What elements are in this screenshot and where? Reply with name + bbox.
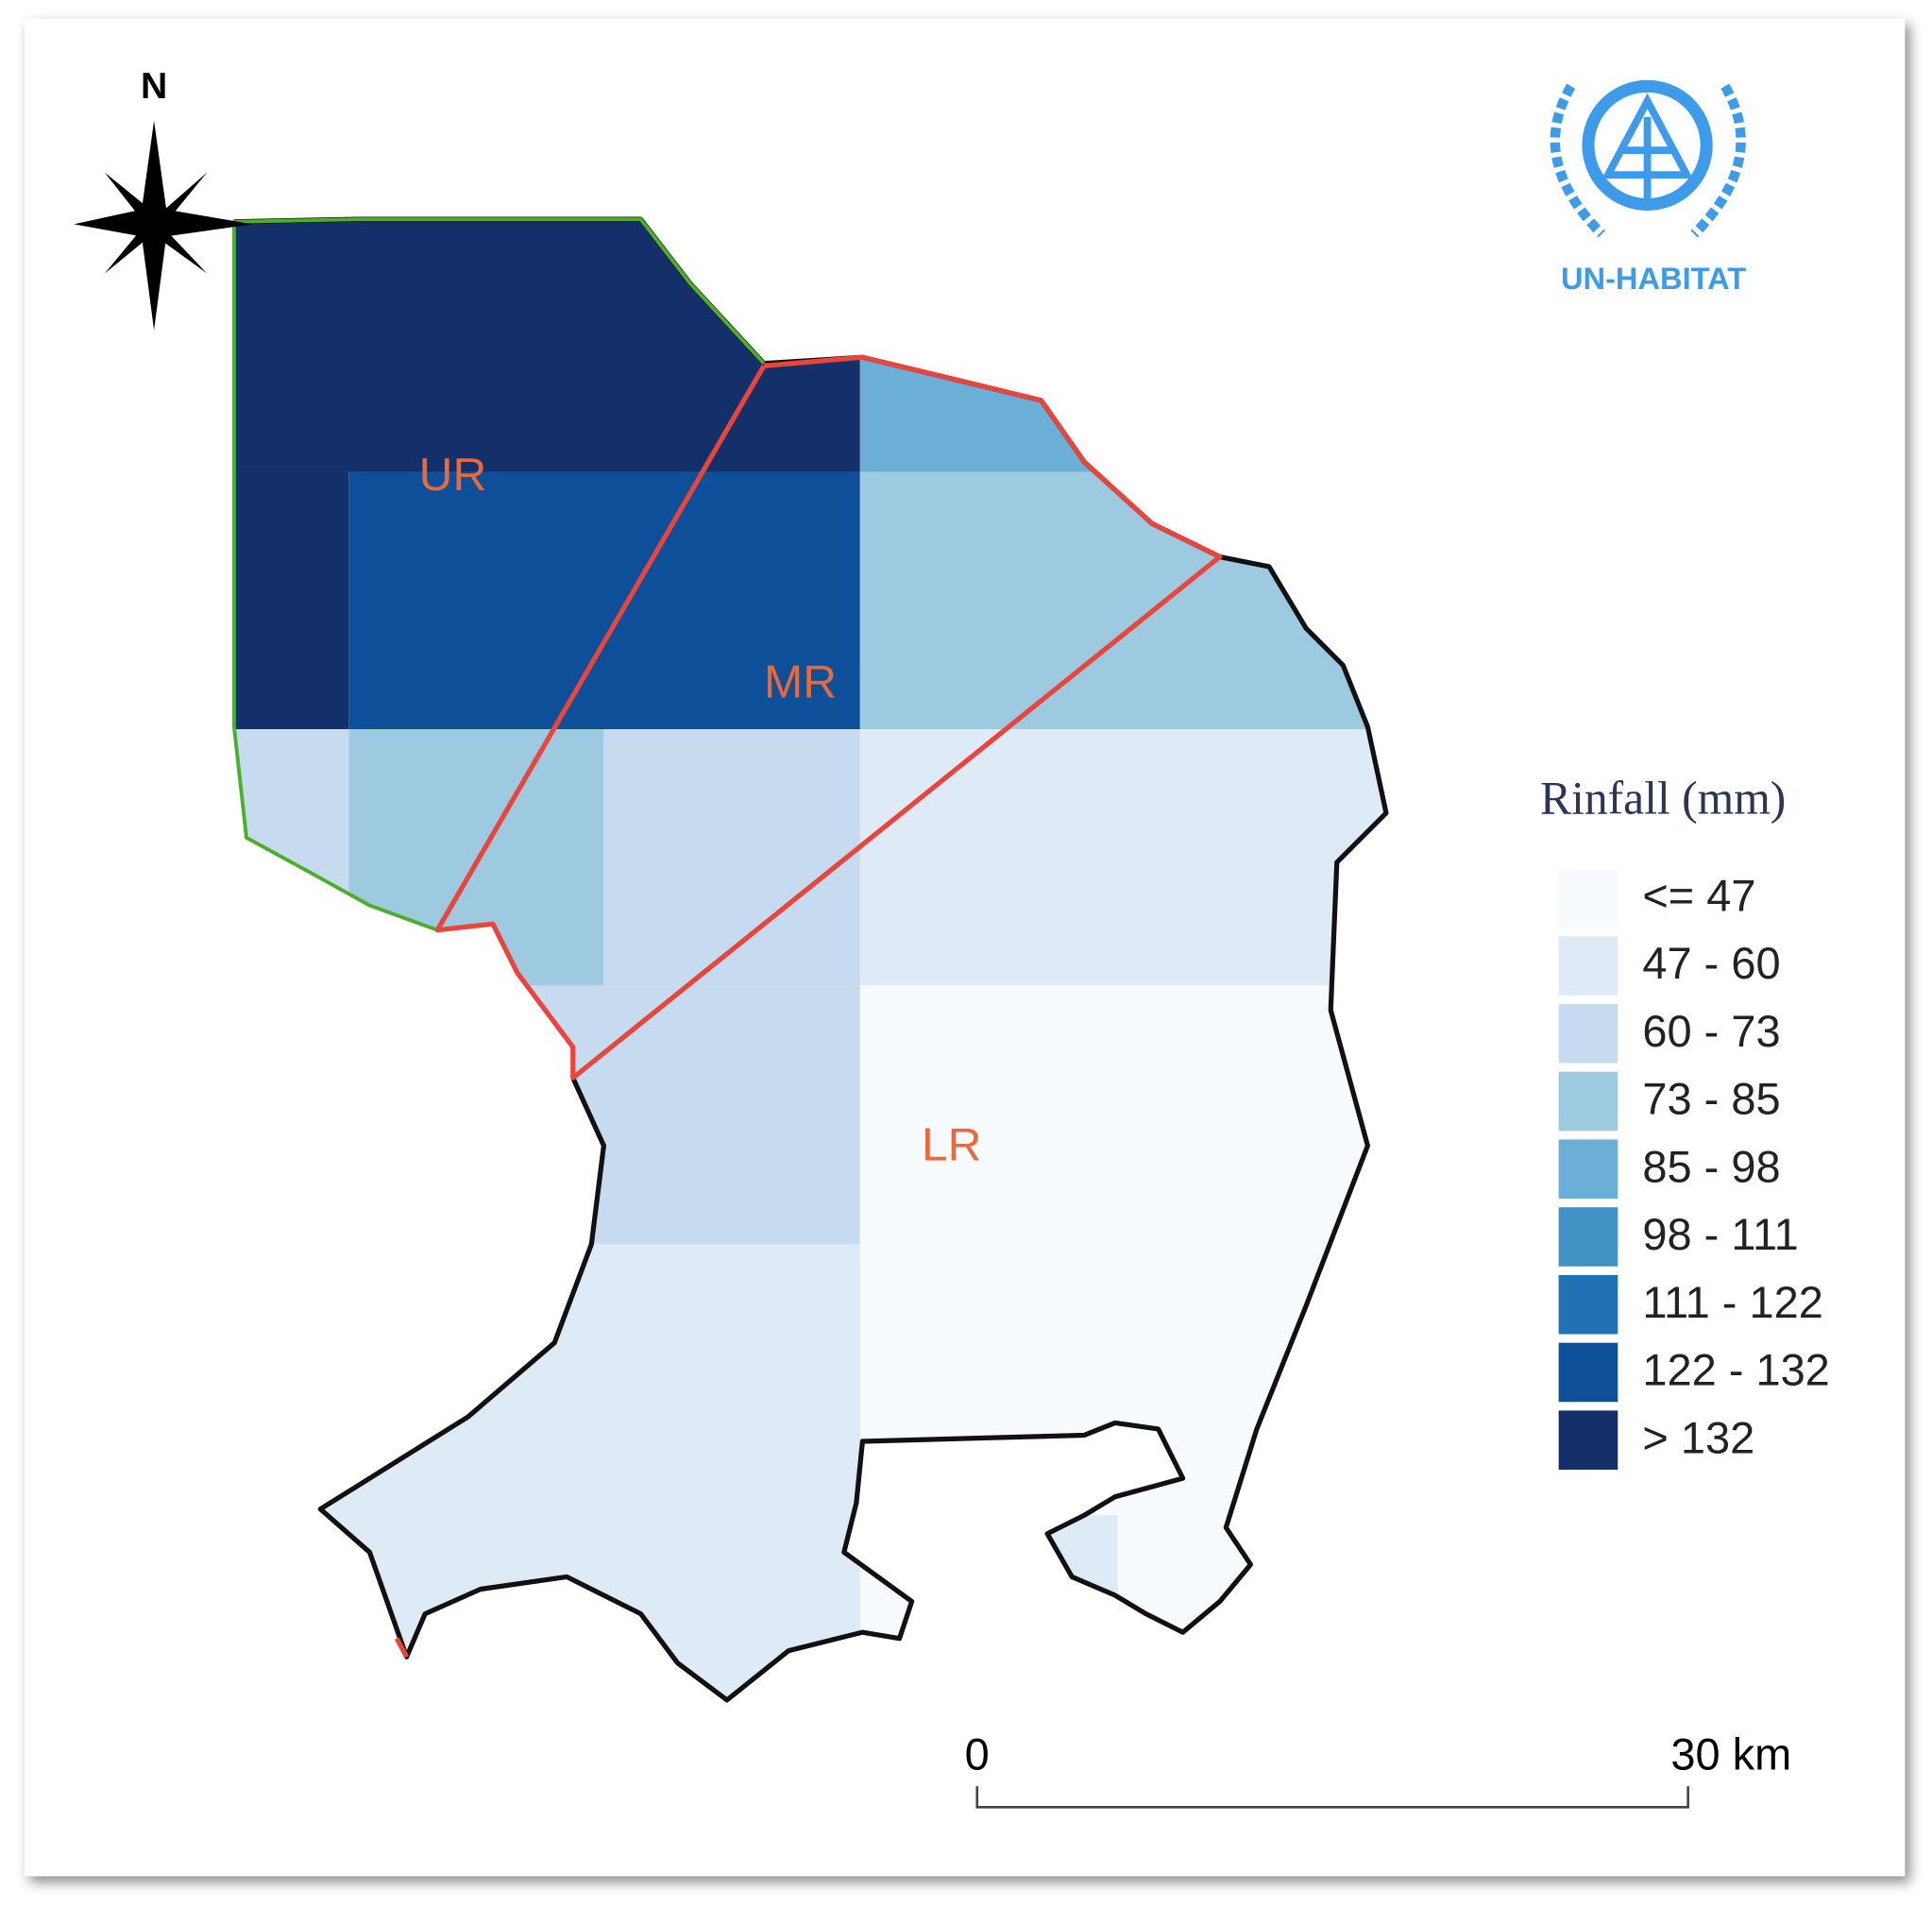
region-label: MR	[764, 655, 837, 707]
scale-end: 30 km	[1670, 1729, 1791, 1779]
grid-cell	[348, 471, 860, 730]
region-label: UR	[419, 448, 487, 501]
legend-swatch	[1558, 1274, 1618, 1335]
legend-label: 98 - 111	[1642, 1209, 1798, 1259]
un-habitat-logo: UN-HABITAT	[1550, 79, 1746, 296]
legend-title: Rinfall (mm)	[1540, 773, 1786, 825]
grid-cell	[233, 471, 349, 730]
upper-region-boundary	[231, 217, 766, 932]
compass-star-diagonal	[104, 172, 208, 274]
legend-swatch	[1558, 1410, 1618, 1470]
grid-cell	[603, 729, 860, 986]
legend-label: <= 47	[1642, 871, 1755, 921]
legend-swatch	[1558, 1207, 1618, 1267]
legend-swatch	[1558, 936, 1618, 996]
legend-label: > 132	[1642, 1412, 1754, 1462]
legend-label: 73 - 85	[1642, 1074, 1780, 1124]
legend-label: 111 - 122	[1642, 1277, 1822, 1327]
scale-bar: 0 30 km	[965, 1729, 1791, 1809]
scale-start: 0	[965, 1729, 990, 1779]
legend-label: 122 - 132	[1642, 1345, 1829, 1395]
legend: Rinfall (mm) <= 47 47 - 60 60 - 73 73 - 85 8…	[1540, 773, 1830, 1470]
legend-label: 47 - 60	[1642, 938, 1780, 988]
legend-swatch	[1558, 1071, 1618, 1132]
legend-label: 60 - 73	[1642, 1006, 1780, 1056]
red-segment	[394, 1637, 409, 1659]
middle-region-boundary	[434, 354, 1223, 1081]
region-label: LR	[922, 1118, 981, 1171]
legend-swatch	[1558, 868, 1618, 928]
region-labels: UR MR LR	[419, 448, 982, 1171]
north-arrow: N	[74, 66, 253, 331]
legend-swatch	[1558, 1342, 1618, 1403]
north-label: N	[141, 66, 167, 107]
legend-swatch	[1558, 1003, 1618, 1064]
logo-text: UN-HABITAT	[1561, 261, 1746, 296]
legend-label: 85 - 98	[1642, 1141, 1780, 1191]
grid-cell	[859, 729, 1386, 986]
legend-swatch	[1558, 1139, 1618, 1200]
